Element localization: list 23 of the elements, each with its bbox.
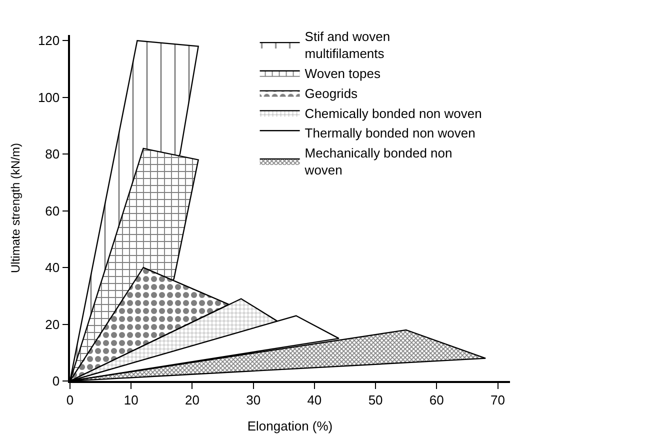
x-axis-title: Elongation (%) [247,418,333,434]
y-tick-label: 120 [38,33,60,48]
legend-label: Geogrids [304,86,358,101]
y-tick-label: 0 [52,374,60,389]
legend-label: Chemically bonded non woven [304,106,482,121]
y-axis-title: Ultimate strength (kN/m) [8,142,23,274]
x-tick-label: 30 [246,392,261,408]
x-tick-label: 10 [124,392,138,408]
y-tick-label: 40 [45,260,60,276]
x-tick-label: 50 [368,392,383,408]
y-tick-label: 20 [45,316,60,332]
y-tick-label: 80 [45,146,60,162]
x-tick-label: 60 [429,392,444,408]
x-tick-label: 20 [184,392,200,408]
legend-label: Thermally bonded non woven [304,126,476,141]
y-tick-label: 60 [45,203,60,218]
y-tick-label: 100 [38,90,60,105]
legend-label: Woven topes [304,66,381,81]
x-tick-label: 40 [307,392,322,408]
legend-label: Stif and woven multifilaments [304,29,390,62]
x-tick-label: 0 [66,392,74,408]
legend-label: Mechanically bonded non woven [304,146,452,178]
x-tick-label: 70 [490,392,506,408]
